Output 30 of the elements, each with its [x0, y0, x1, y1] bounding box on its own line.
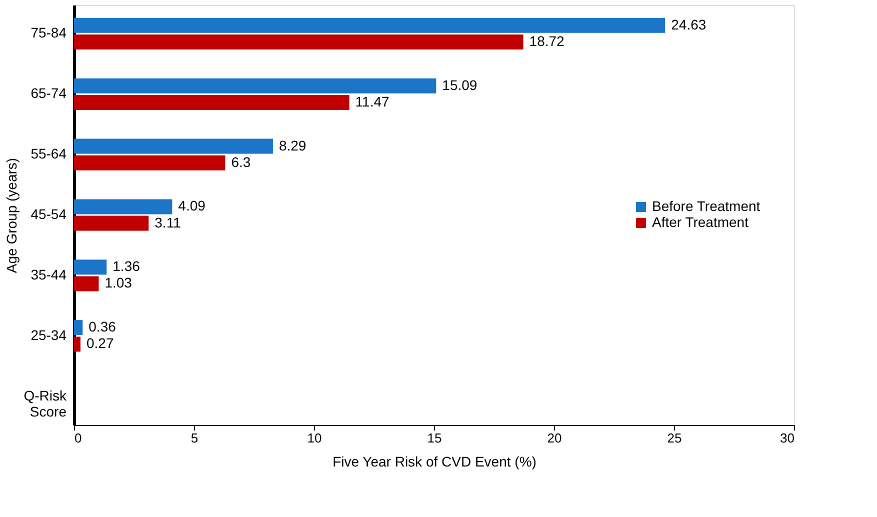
y-tick-label: 75-84: [30, 24, 67, 41]
data-label: 1.36: [112, 258, 140, 274]
y-tick-label: 45-54: [30, 206, 67, 222]
legend-label: After Treatment: [652, 214, 749, 230]
y-tick-label: 65-74: [30, 85, 67, 102]
data-label: 0.36: [88, 318, 116, 335]
x-tick-label: 0: [74, 430, 82, 446]
data-label: 15.09: [442, 76, 478, 93]
x-tick-label: 20: [547, 430, 562, 446]
data-label: 0.27: [86, 335, 114, 352]
x-tick-label: 10: [307, 430, 322, 446]
data-label: 24.63: [671, 16, 706, 32]
data-label: 3.11: [154, 214, 182, 230]
y-tick-label: Q-Risk Score: [24, 387, 68, 420]
data-label: 11.47: [355, 93, 390, 110]
y-tick-label: 25-34: [30, 326, 67, 343]
data-label: 8.29: [278, 137, 306, 154]
x-axis-title: Five Year Risk of CVD Event (%): [332, 454, 536, 470]
x-tick-label: 30: [780, 430, 794, 446]
data-label: 4.09: [178, 198, 206, 214]
data-label: 6.3: [231, 154, 251, 170]
x-tick-label: 25: [667, 430, 682, 446]
x-tick-label: 5: [190, 430, 198, 446]
legend-label: Before Treatment: [652, 198, 760, 214]
data-label: 18.72: [529, 33, 565, 50]
x-tick-label: 15: [427, 430, 442, 446]
y-axis-title: Age Group (years): [4, 158, 20, 274]
y-tick-label: 35-44: [30, 266, 67, 282]
y-tick-label: 55-64: [30, 146, 67, 162]
data-label: 1.03: [104, 274, 132, 291]
